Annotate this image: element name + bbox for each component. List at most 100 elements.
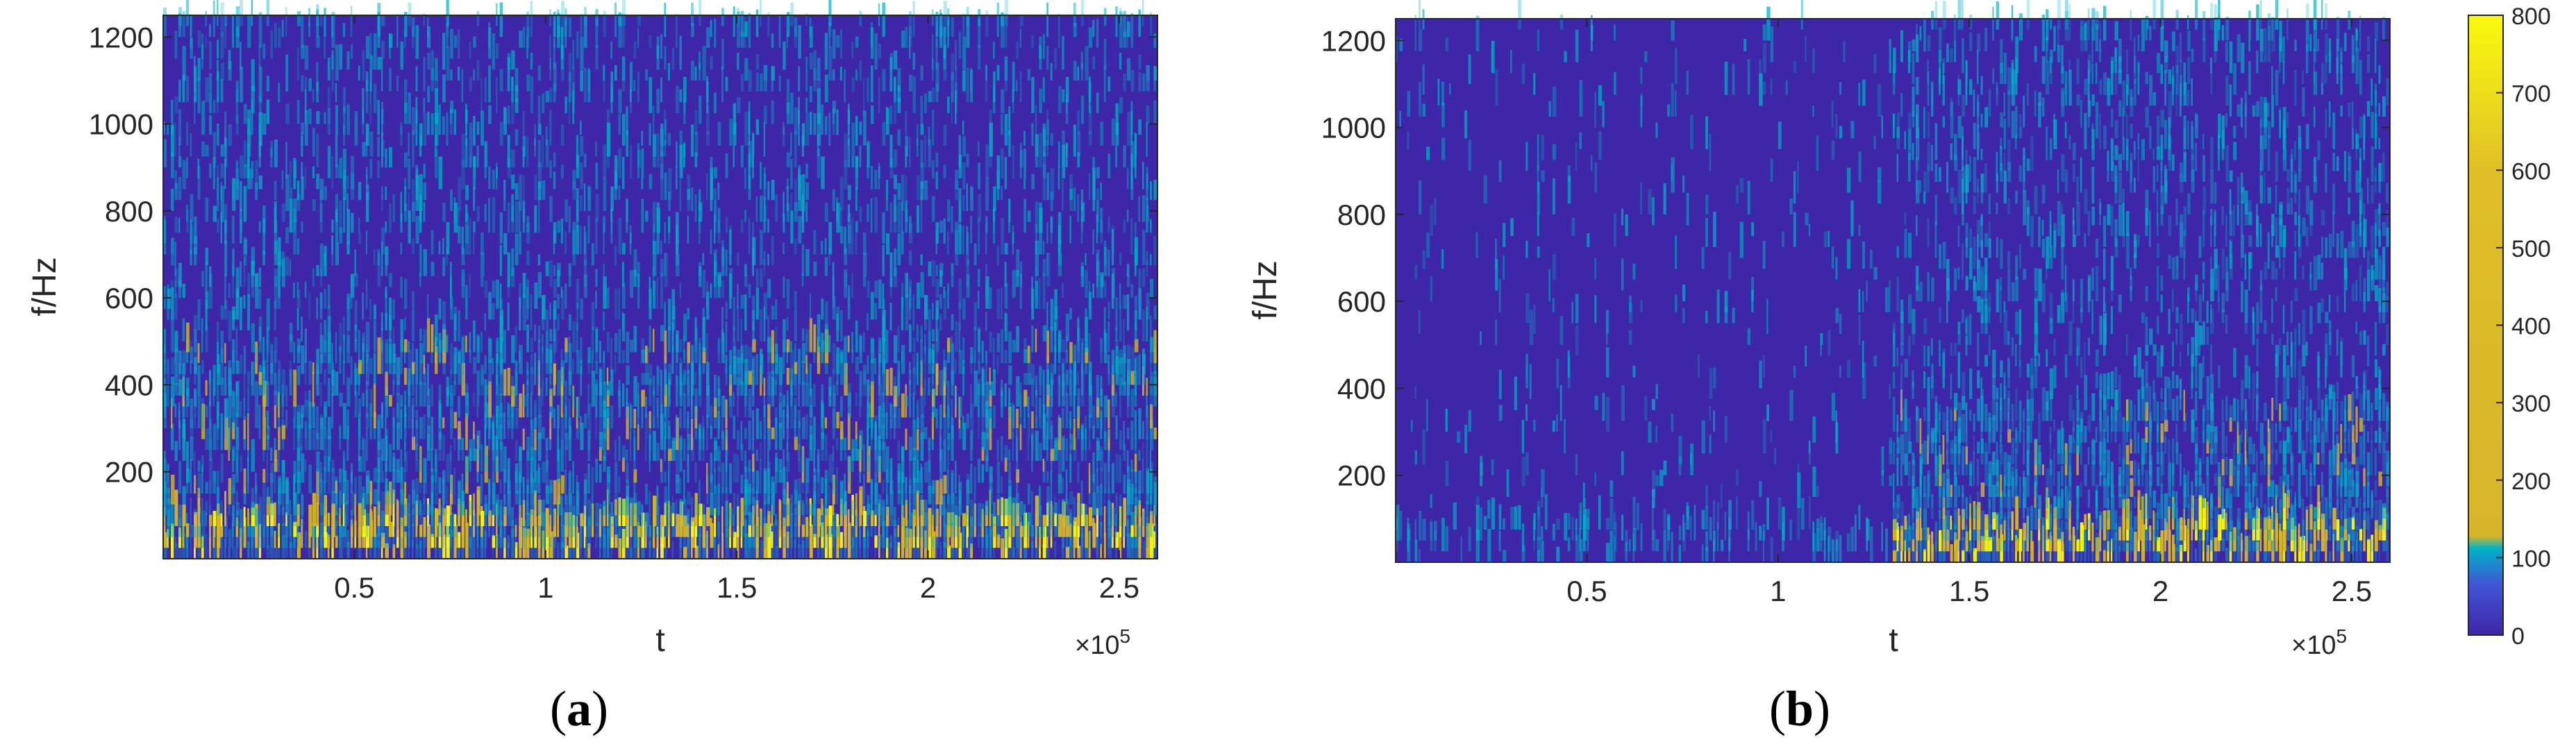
heatmap-cell: [1141, 508, 1145, 537]
heatmap-cell: [981, 503, 985, 516]
heatmap-cell: [1533, 518, 1535, 541]
heatmap-cell: [1080, 217, 1083, 244]
heatmap-cell: [435, 314, 438, 341]
heatmap-cell: [828, 47, 833, 81]
heatmap-cell: [752, 497, 756, 516]
heatmap-cell: [342, 106, 346, 135]
heatmap-cell: [1080, 523, 1084, 537]
heatmap-cell: [847, 392, 851, 418]
heatmap-cell: [568, 263, 571, 276]
heatmap-cell: [710, 473, 713, 494]
heatmap-cell: [1134, 339, 1139, 353]
heatmap-cell: [526, 11, 530, 37]
heatmap-cell: [419, 449, 421, 472]
heatmap-cell: [717, 522, 720, 537]
heatmap-cell: [626, 403, 630, 418]
heatmap-cell: [534, 205, 537, 233]
heatmap-cell: [652, 201, 656, 233]
heatmap-cell: [542, 427, 545, 439]
heatmap-cell: [301, 518, 303, 548]
heatmap-cell: [458, 349, 462, 385]
heatmap-cell: [626, 199, 628, 222]
heatmap-cell: [1510, 49, 1512, 74]
heatmap-cell: [805, 480, 808, 505]
heatmap-cell: [966, 492, 969, 527]
heatmap-cell: [557, 314, 560, 331]
heatmap-cell: [748, 532, 752, 559]
heatmap-cell: [805, 355, 808, 374]
heatmap-cell: [442, 434, 445, 462]
heatmap-cell: [786, 317, 789, 331]
heatmap-cell: [232, 474, 236, 494]
heatmap-cell: [1480, 331, 1482, 345]
heatmap-cell: [235, 88, 239, 124]
heatmap-cell: [859, 521, 861, 537]
heatmap-cell: [606, 122, 611, 157]
heatmap-cell: [909, 479, 912, 494]
heatmap-cell: [1042, 77, 1045, 103]
heatmap-cell: [465, 110, 468, 124]
heatmap-cell: [194, 357, 198, 374]
heatmap-cell: [580, 226, 582, 255]
heatmap-cell: [312, 268, 315, 287]
heatmap-cell: [1080, 62, 1083, 81]
heatmap-cell: [430, 469, 434, 483]
heatmap-cell: [801, 449, 804, 472]
heatmap-cell: [859, 430, 863, 450]
heatmap-cell: [1031, 423, 1034, 439]
heatmap-cell: [660, 34, 663, 59]
heatmap-cell: [319, 414, 324, 429]
heatmap-cell: [235, 510, 239, 527]
heatmap-cell: [1498, 369, 1502, 400]
heatmap-cell: [717, 339, 721, 364]
heatmap-cell: [319, 354, 323, 374]
heatmap-cell: [301, 44, 305, 59]
heatmap-cell: [503, 507, 507, 527]
heatmap-cell: [1149, 181, 1153, 201]
heatmap-cell: [683, 393, 686, 429]
heatmap-cell: [699, 480, 701, 516]
heatmap-cell: [224, 204, 228, 233]
heatmap-cell: [408, 341, 410, 353]
heatmap-cell: [243, 258, 246, 287]
heatmap-cell: [408, 158, 410, 189]
heatmap-cell: [232, 390, 235, 407]
heatmap-cell: [889, 543, 892, 559]
heatmap-cell: [660, 273, 663, 309]
heatmap-cell: [560, 289, 564, 320]
heatmap-cell: [897, 407, 901, 429]
heatmap-cell: [844, 272, 848, 287]
heatmap-cell: [985, 65, 987, 81]
heatmap-cell: [610, 41, 612, 59]
heatmap-cell: [1069, 509, 1073, 527]
heatmap-cell: [687, 418, 689, 439]
heatmap-cell: [813, 67, 817, 92]
heatmap-cell: [553, 264, 556, 276]
heatmap-cell: [568, 336, 571, 353]
heatmap-cell: [867, 280, 870, 298]
heatmap-cell: [1065, 515, 1070, 537]
heatmap-cell: [924, 462, 928, 483]
heatmap-cell: [549, 9, 551, 26]
heatmap-cell: [324, 456, 327, 483]
heatmap-cell: [882, 310, 886, 341]
heatmap-cell: [266, 99, 270, 124]
heatmap-cell: [255, 484, 258, 505]
heatmap-cell: [380, 402, 384, 429]
heatmap-cell: [167, 360, 169, 374]
heatmap-cell: [603, 65, 605, 81]
heatmap-cell: [1088, 414, 1091, 450]
heatmap-cell: [380, 340, 384, 374]
heatmap-cell: [240, 261, 242, 287]
heatmap-cell: [805, 382, 810, 407]
heatmap-cell: [794, 437, 798, 450]
heatmap-cell: [316, 264, 319, 276]
heatmap-cell: [909, 528, 912, 548]
heatmap-cell: [851, 439, 855, 462]
heatmap-cell: [576, 420, 580, 439]
heatmap-cell: [629, 405, 633, 429]
heatmap-cell: [251, 267, 255, 298]
heatmap-cell: [247, 541, 250, 559]
heatmap-cell: [1027, 483, 1030, 505]
heatmap-cell: [568, 398, 571, 429]
